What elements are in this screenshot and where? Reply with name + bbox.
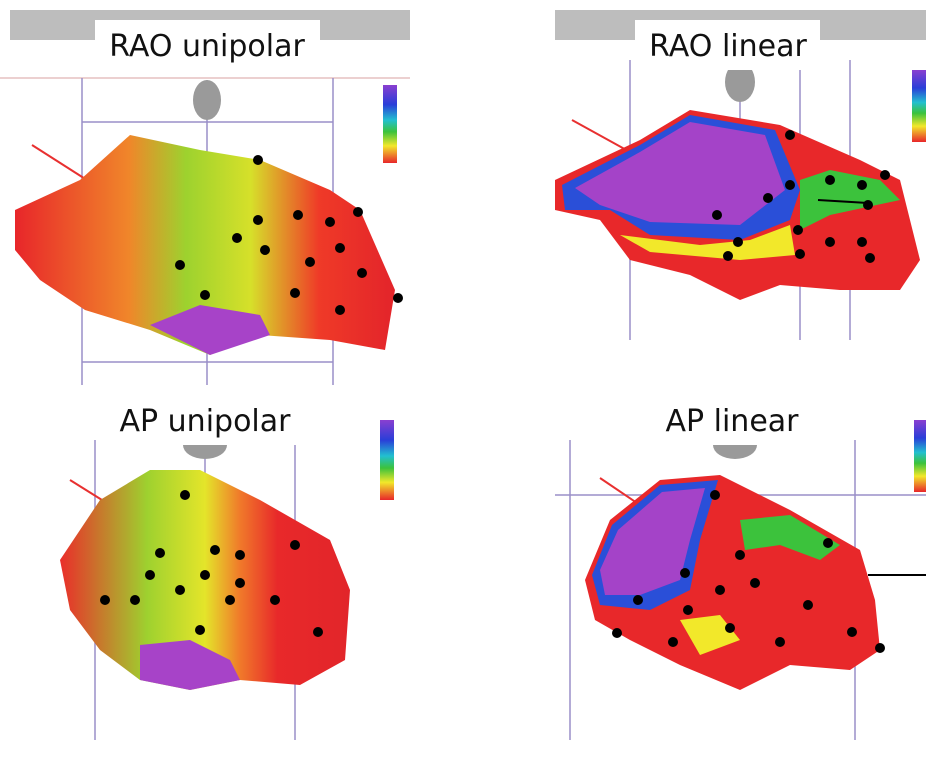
panel-ap-unipolar: AP unipolar <box>60 395 394 740</box>
panel-rao-linear: RAO linear <box>555 10 926 340</box>
color-scale <box>914 420 926 492</box>
color-scale <box>383 85 397 163</box>
panel-title: RAO linear <box>649 29 807 64</box>
color-scale <box>912 70 926 142</box>
panel-ap-linear: AP linear <box>555 395 926 740</box>
panel-title: AP linear <box>665 404 799 439</box>
head-icon <box>193 80 221 120</box>
figure: RAO unipolar RAO linear <box>0 0 926 771</box>
catheter <box>572 120 630 152</box>
panel-rao-unipolar: RAO unipolar <box>0 10 410 385</box>
color-scale <box>380 420 394 500</box>
panel-title: AP unipolar <box>120 404 292 439</box>
panel-title: RAO unipolar <box>109 29 305 64</box>
